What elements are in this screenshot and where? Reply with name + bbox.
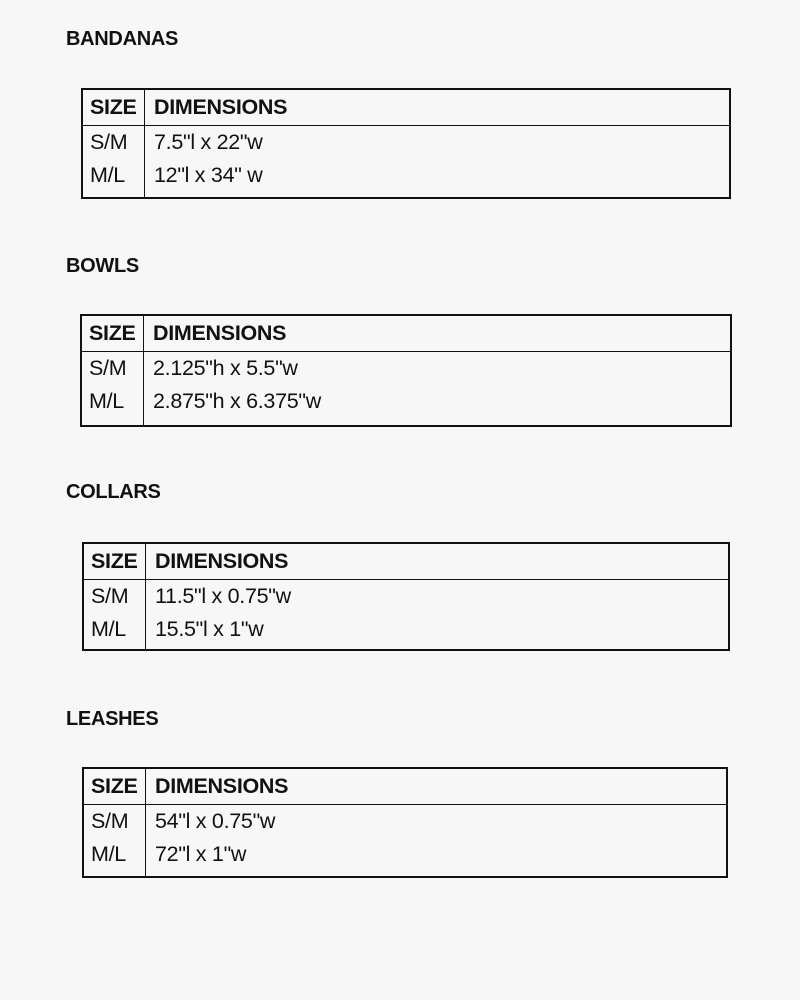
header-dimensions: DIMENSIONS <box>155 549 289 573</box>
table-row: M/L 72"l x 1"w <box>84 838 726 871</box>
size-cell: M/L <box>89 389 124 413</box>
size-table: SIZE DIMENSIONS S/M 7.5"l x 22"w M/L 12"… <box>81 88 731 199</box>
header-dimensions: DIMENSIONS <box>153 321 287 345</box>
size-cell: S/M <box>91 584 129 608</box>
header-size: SIZE <box>83 90 145 125</box>
header-size: SIZE <box>82 316 144 351</box>
table-row: M/L 2.875"h x 6.375"w <box>82 385 730 418</box>
dimensions-cell: 72"l x 1"w <box>155 842 247 866</box>
section-heading: BANDANAS <box>66 28 179 50</box>
size-cell: S/M <box>89 356 127 380</box>
dimensions-cell: 12"l x 34" w <box>154 163 263 187</box>
dimensions-cell: 54"l x 0.75"w <box>155 809 276 833</box>
header-size: SIZE <box>84 544 146 579</box>
table-row: S/M 2.125"h x 5.5"w <box>82 352 730 385</box>
size-table: SIZE DIMENSIONS S/M 54"l x 0.75"w M/L 72… <box>82 767 728 878</box>
size-cell: S/M <box>90 130 128 154</box>
dimensions-cell: 2.875"h x 6.375"w <box>153 389 321 413</box>
size-table: SIZE DIMENSIONS S/M 2.125"h x 5.5"w M/L … <box>80 314 732 427</box>
table-row: M/L 12"l x 34" w <box>83 159 729 192</box>
table-row: M/L 15.5"l x 1"w <box>84 613 728 646</box>
size-table: SIZE DIMENSIONS S/M 11.5"l x 0.75"w M/L … <box>82 542 730 651</box>
table-header-row: SIZE DIMENSIONS <box>84 769 726 805</box>
size-cell: M/L <box>91 842 126 866</box>
dimensions-cell: 15.5"l x 1"w <box>155 617 264 641</box>
section-heading: LEASHES <box>66 708 159 730</box>
dimensions-cell: 11.5"l x 0.75"w <box>155 584 291 608</box>
dimensions-cell: 2.125"h x 5.5"w <box>153 356 298 380</box>
header-size: SIZE <box>84 769 146 804</box>
size-cell: S/M <box>91 809 129 833</box>
table-header-row: SIZE DIMENSIONS <box>82 316 730 352</box>
table-row: S/M 54"l x 0.75"w <box>84 805 726 838</box>
section-heading: COLLARS <box>66 481 161 503</box>
size-cell: M/L <box>90 163 125 187</box>
header-dimensions: DIMENSIONS <box>155 774 289 798</box>
section-heading: BOWLS <box>66 255 139 277</box>
table-row: S/M 11.5"l x 0.75"w <box>84 580 728 613</box>
table-header-row: SIZE DIMENSIONS <box>83 90 729 126</box>
dimensions-cell: 7.5"l x 22"w <box>154 130 263 154</box>
table-row: S/M 7.5"l x 22"w <box>83 126 729 159</box>
size-cell: M/L <box>91 617 126 641</box>
header-dimensions: DIMENSIONS <box>154 95 288 119</box>
table-header-row: SIZE DIMENSIONS <box>84 544 728 580</box>
